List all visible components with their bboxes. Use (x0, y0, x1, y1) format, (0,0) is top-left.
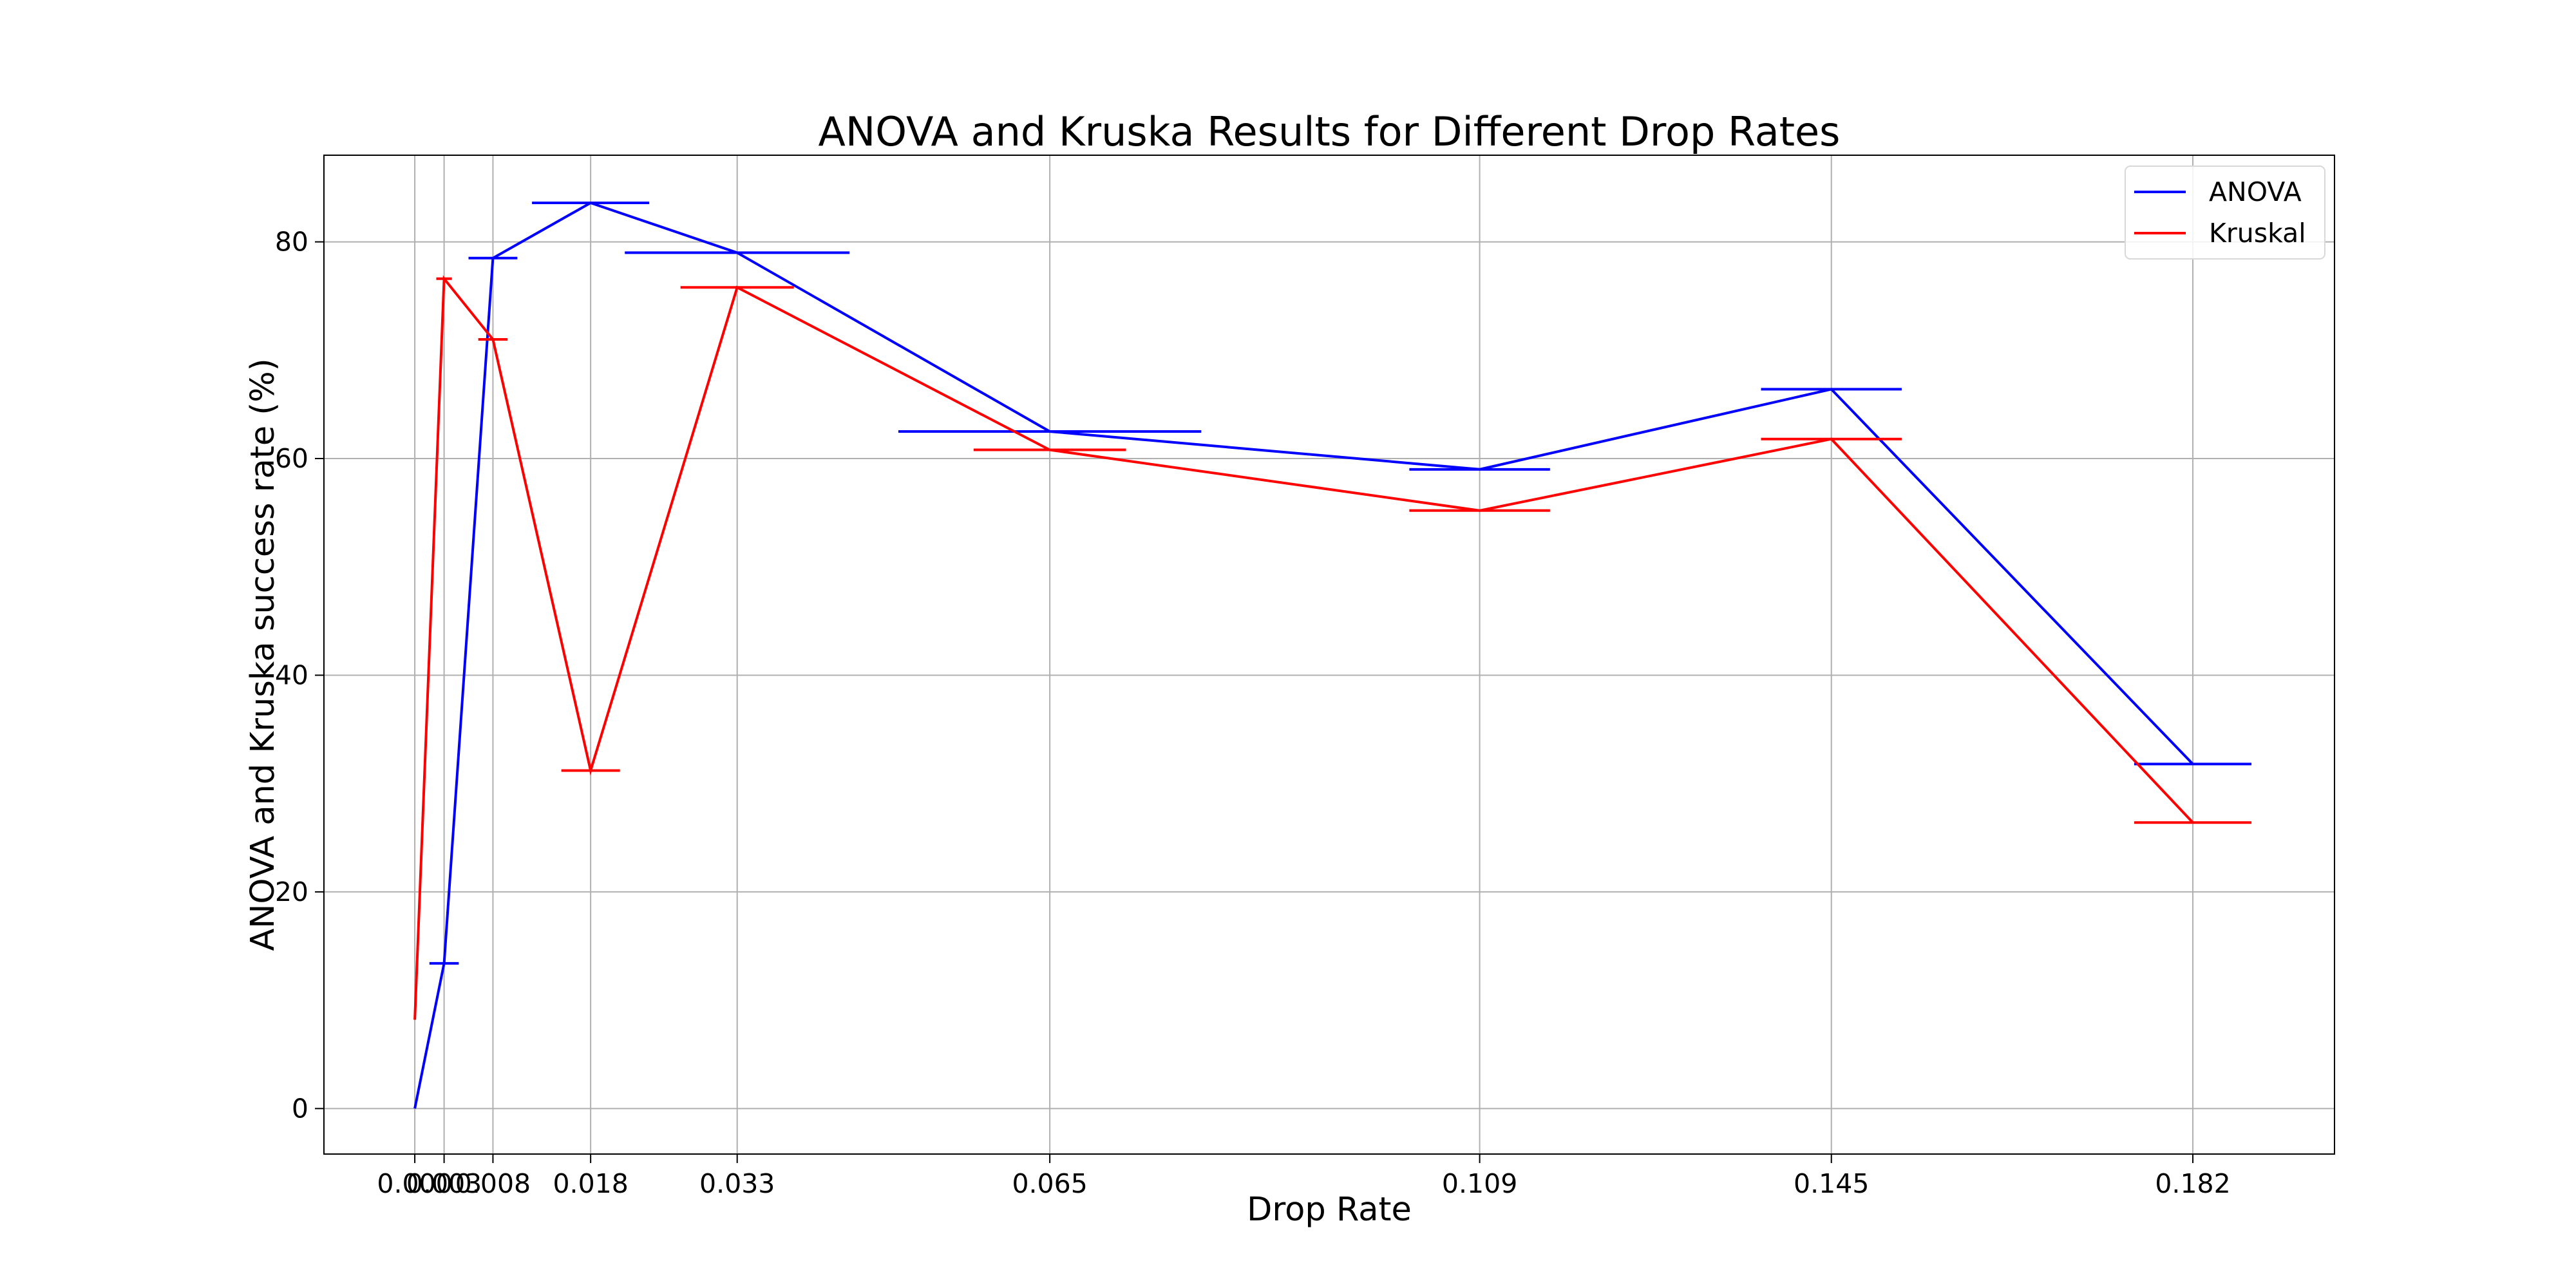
y-axis-title: ANOVA and Kruska success rate (%) (244, 358, 282, 951)
x-tick-label: 0.145 (1794, 1168, 1869, 1199)
y-tick-label: 80 (275, 227, 308, 258)
chart-title: ANOVA and Kruska Results for Different D… (819, 108, 1841, 155)
legend-label-anova: ANOVA (2209, 176, 2302, 207)
plot-frame (323, 155, 2335, 1155)
legend-label-kruskal: Kruskal (2209, 218, 2306, 249)
x-tick-label: 0.033 (699, 1168, 775, 1199)
x-tick-label: 0.109 (1442, 1168, 1517, 1199)
grid (324, 155, 2334, 1154)
x-tick-label: 0.182 (2155, 1168, 2230, 1199)
y-tick-label: 40 (275, 659, 308, 690)
x-tick-label: 0.008 (455, 1168, 531, 1199)
x-tick-label: 0.003 (406, 1168, 482, 1199)
series-layer (413, 201, 2252, 1109)
legend-box (2125, 166, 2325, 260)
y-tick-label: 60 (275, 443, 308, 474)
legend: ANOVA Kruskal (2125, 166, 2325, 260)
y-tick-label: 0 (292, 1093, 308, 1124)
y-tick-label: 20 (275, 876, 308, 907)
x-tick-label: 0.018 (553, 1168, 628, 1199)
x-axis-title: Drop Rate (1247, 1191, 1412, 1229)
y-axis: 0 20 40 60 80 (275, 227, 324, 1124)
x-tick-label: 0.000 (377, 1168, 452, 1199)
x-tick-label: 0.065 (1012, 1168, 1087, 1199)
